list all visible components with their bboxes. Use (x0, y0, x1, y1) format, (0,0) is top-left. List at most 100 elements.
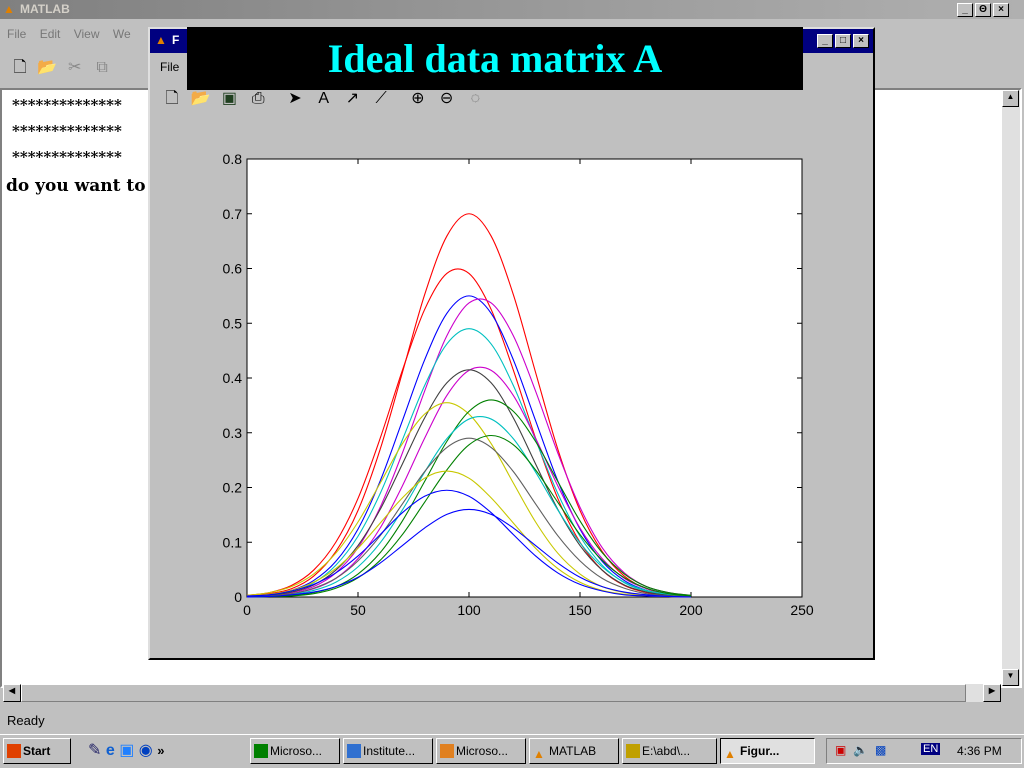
series-line-11 (246, 437, 692, 598)
y-tick-label: 0.2 (223, 480, 243, 496)
language-indicator[interactable]: EN (921, 743, 941, 755)
y-tick-label: 0.4 (223, 370, 243, 386)
plot-area: 0 50 100 150 200 250 0 0.1 0.2 0.3 0.4 0.5 0.6 0.7 0.8 (223, 151, 814, 618)
command-line: ************** (12, 122, 122, 140)
series-line-14 (246, 489, 692, 598)
main-toolbar: 🗋 📂 ✂ ⧉ (8, 56, 114, 83)
scroll-right-icon[interactable]: ▶ (983, 684, 1001, 702)
status-text: Ready (7, 713, 45, 728)
folder-icon (626, 744, 640, 758)
channels-icon[interactable]: ▣ (119, 742, 135, 759)
matlab-icon: ▲ (724, 747, 736, 761)
windows-logo-icon (7, 744, 21, 758)
task-label: Figur... (740, 744, 780, 758)
menu-view[interactable]: View (73, 27, 100, 41)
figure-minimize-button[interactable]: _ (817, 34, 833, 48)
scheduler-icon[interactable]: ▣ (835, 743, 847, 757)
task-explorer[interactable]: E:\abd\... (622, 738, 717, 764)
start-button[interactable]: Start (3, 738, 71, 764)
line-icon[interactable]: ⟋ (375, 90, 387, 107)
x-tick-label: 200 (679, 602, 703, 618)
task-label: Microso... (456, 744, 509, 758)
display-icon[interactable]: ▩ (875, 743, 887, 757)
x-tick-label: 50 (350, 602, 366, 618)
internet-explorer-icon[interactable]: e (105, 742, 115, 759)
system-tray: ▣ 🔈 ▩ EN 4:36 PM (826, 738, 1022, 764)
zoom-in-icon[interactable]: ⊕ (411, 90, 425, 107)
new-file-icon[interactable]: 🗋 (13, 59, 27, 76)
restore-button[interactable]: Θ (975, 3, 991, 17)
menu-file[interactable]: File (7, 27, 27, 41)
x-tick-label: 150 (568, 602, 592, 618)
horizontal-scrollbar[interactable]: ◀ ▶ (3, 684, 1001, 702)
clock: 4:36 PM (957, 744, 1002, 758)
figure-window-controls: _ □ × (817, 34, 869, 48)
scroll-up-icon[interactable]: ▲ (1002, 90, 1019, 107)
scroll-left-icon[interactable]: ◀ (3, 684, 21, 702)
matlab-icon: ▲ (533, 747, 545, 761)
figure-close-button[interactable]: × (853, 34, 869, 48)
x-tick-label: 250 (790, 602, 814, 618)
series-line-12 (246, 434, 692, 598)
vertical-scrollbar[interactable]: ▲ ▼ (1002, 90, 1020, 686)
menu-edit[interactable]: Edit (39, 27, 61, 41)
rotate-icon[interactable]: ◌ (470, 90, 481, 107)
copy-icon[interactable]: ⧉ (96, 59, 108, 76)
volume-icon[interactable]: 🔈 (853, 743, 868, 757)
menu-web[interactable]: We (112, 27, 131, 41)
figure-toolbar: 🗋 📂 ▣ ⎙ ➤ A ↗ ⟋ ⊕ ⊖ ◌ (160, 87, 487, 114)
matlab-title-bar: ▲ MATLAB (0, 0, 1024, 19)
ie-icon (347, 744, 361, 758)
command-line: ************** (12, 148, 122, 166)
scroll-down-icon[interactable]: ▼ (1002, 669, 1019, 686)
arrow-icon[interactable]: ↗ (345, 90, 360, 107)
open-icon[interactable]: 📂 (190, 90, 211, 107)
figure-menu-file[interactable]: File (160, 60, 180, 74)
arrow-pointer-icon[interactable]: ➤ (288, 90, 302, 107)
matlab-logo-icon: ▲ (155, 33, 167, 47)
task-excel[interactable]: Microso... (250, 738, 340, 764)
task-browser[interactable]: Institute... (343, 738, 433, 764)
task-figure[interactable]: ▲ Figur... (720, 738, 815, 764)
y-tick-label: 0.6 (223, 261, 243, 277)
y-tick-label: 0 (234, 589, 242, 605)
figure-title: F (172, 33, 180, 47)
task-powerpoint[interactable]: Microso... (436, 738, 526, 764)
figure-maximize-button[interactable]: □ (835, 34, 851, 48)
series-line-1 (246, 213, 692, 597)
messenger-icon[interactable]: ◉ (138, 742, 153, 759)
main-window-controls: _ Θ × (957, 3, 1009, 17)
y-tick-label: 0.5 (223, 315, 243, 331)
quick-launch: ✎ e ▣ ◉ » (88, 740, 164, 760)
x-tick-label: 100 (457, 602, 481, 618)
main-menu-bar: File Edit View We (7, 27, 141, 41)
open-folder-icon[interactable]: 📂 (37, 59, 58, 76)
new-icon[interactable]: 🗋 (165, 90, 179, 107)
text-icon[interactable]: A (318, 90, 329, 107)
series-line-4 (246, 298, 692, 598)
save-icon[interactable]: ▣ (221, 90, 238, 107)
scroll-thumb[interactable] (21, 684, 966, 702)
task-label: E:\abd\... (642, 744, 691, 758)
x-tick-label: 0 (243, 602, 251, 618)
matlab-title: MATLAB (20, 2, 70, 16)
cut-icon[interactable]: ✂ (67, 59, 82, 76)
y-tick-label: 0.3 (223, 425, 243, 441)
more-chevron[interactable]: » (157, 743, 165, 758)
print-icon[interactable]: ⎙ (251, 90, 265, 107)
y-tick-label: 0.8 (223, 151, 243, 167)
zoom-out-icon[interactable]: ⊖ (439, 90, 454, 107)
command-line: ************** (12, 96, 122, 114)
series-line-10 (246, 416, 692, 598)
y-tick-label: 0.1 (223, 534, 243, 550)
y-tick-label: 0.7 (223, 206, 243, 222)
series-line-15 (246, 508, 692, 598)
task-matlab[interactable]: ▲ MATLAB (529, 738, 619, 764)
desktop-icon[interactable]: ✎ (88, 742, 102, 759)
minimize-button[interactable]: _ (957, 3, 973, 17)
task-label: Microso... (270, 744, 323, 758)
close-button[interactable]: × (993, 3, 1009, 17)
task-label: MATLAB (549, 744, 597, 758)
series-line-3 (246, 295, 692, 597)
figure-window: ▲ F _ □ × File 🗋 📂 ▣ ⎙ ➤ A ↗ ⟋ ⊕ ⊖ ◌ 0 50… (148, 27, 875, 660)
